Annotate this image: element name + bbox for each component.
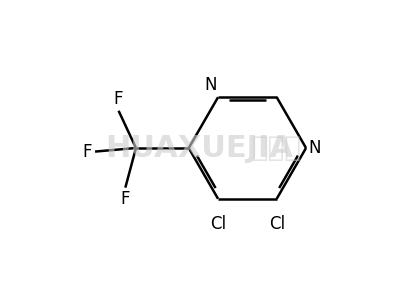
Text: F: F xyxy=(114,91,123,108)
Text: N: N xyxy=(308,139,321,157)
Text: F: F xyxy=(121,190,130,208)
Text: 化学加: 化学加 xyxy=(252,134,302,162)
Text: Cl: Cl xyxy=(210,215,226,233)
Text: N: N xyxy=(204,76,217,94)
Text: F: F xyxy=(83,143,92,160)
Text: Cl: Cl xyxy=(269,215,285,233)
Text: HUAXUEJIA: HUAXUEJIA xyxy=(105,133,293,163)
